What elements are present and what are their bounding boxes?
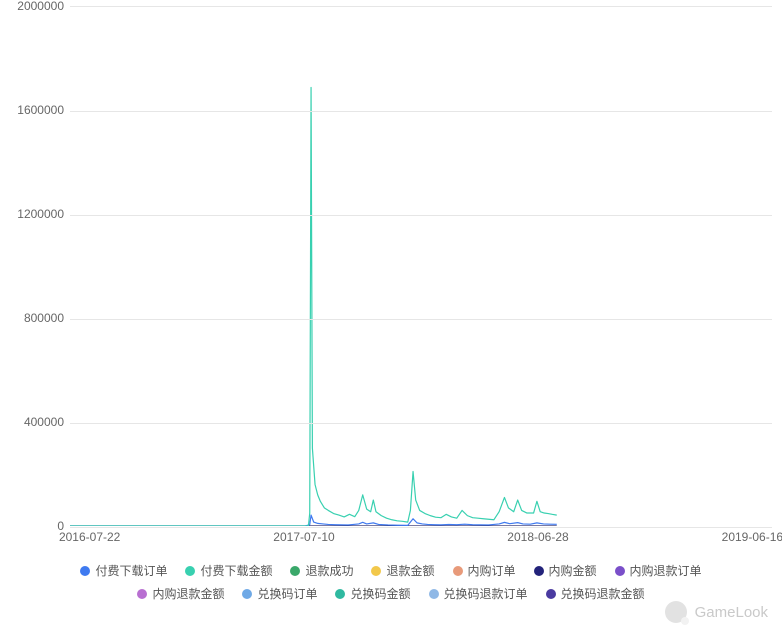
gridline <box>70 527 772 528</box>
legend-marker <box>371 566 381 576</box>
legend-label: 退款成功 <box>305 562 353 579</box>
legend-marker <box>185 566 195 576</box>
legend-marker <box>615 566 625 576</box>
legend-item[interactable]: 兑换码订单 <box>242 585 317 602</box>
legend-item[interactable]: 退款金额 <box>371 562 434 579</box>
legend-label: 兑换码订单 <box>257 585 317 602</box>
y-axis-label: 2000000 <box>4 0 64 13</box>
legend-item[interactable]: 兑换码金额 <box>335 585 410 602</box>
series-line <box>70 87 557 526</box>
legend-label: 内购退款订单 <box>630 562 702 579</box>
legend-item[interactable]: 兑换码退款订单 <box>429 585 528 602</box>
y-axis-label: 0 <box>4 519 64 533</box>
legend-marker <box>137 589 147 599</box>
wechat-icon <box>665 601 687 623</box>
y-axis-label: 1200000 <box>4 207 64 221</box>
legend-marker <box>242 589 252 599</box>
x-axis-label: 2017-07-10 <box>273 530 334 544</box>
legend-item[interactable]: 付费下载金额 <box>185 562 272 579</box>
gridline <box>70 319 772 320</box>
legend-label: 付费下载订单 <box>95 562 167 579</box>
plot-area <box>70 6 772 526</box>
legend-marker <box>546 589 556 599</box>
legend-item[interactable]: 兑换码退款金额 <box>546 585 645 602</box>
legend-label: 付费下载金额 <box>200 562 272 579</box>
legend-marker <box>335 589 345 599</box>
legend-label: 兑换码退款金额 <box>561 585 645 602</box>
legend-label: 兑换码金额 <box>350 585 410 602</box>
legend-label: 内购订单 <box>468 562 516 579</box>
legend-item[interactable]: 内购退款金额 <box>137 585 224 602</box>
legend-label: 内购金额 <box>549 562 597 579</box>
legend-label: 内购退款金额 <box>152 585 224 602</box>
y-axis-label: 400000 <box>4 415 64 429</box>
legend-marker <box>453 566 463 576</box>
legend-label: 兑换码退款订单 <box>444 585 528 602</box>
x-axis-label: 2016-07-22 <box>59 530 120 544</box>
x-axis-label: 2018-06-28 <box>507 530 568 544</box>
watermark: GameLook <box>665 601 768 623</box>
chart-container: 付费下载订单 付费下载金额 退款成功 退款金额 内购订单 内购金额 内购退款订单内购退款金额… <box>0 0 782 631</box>
series-line <box>70 515 557 526</box>
legend-label: 退款金额 <box>386 562 434 579</box>
y-axis-label: 1600000 <box>4 103 64 117</box>
legend-item[interactable]: 内购退款订单 <box>615 562 702 579</box>
x-axis-label: 2019-06-16 <box>722 530 782 544</box>
legend: 付费下载订单 付费下载金额 退款成功 退款金额 内购订单 内购金额 内购退款订单内购退款金额… <box>0 562 782 602</box>
gridline <box>70 215 772 216</box>
legend-marker <box>534 566 544 576</box>
chart-lines <box>70 7 772 526</box>
legend-item[interactable]: 内购订单 <box>453 562 516 579</box>
legend-marker <box>429 589 439 599</box>
legend-item[interactable]: 内购金额 <box>534 562 597 579</box>
legend-item[interactable]: 付费下载订单 <box>80 562 167 579</box>
watermark-text: GameLook <box>695 604 768 621</box>
gridline <box>70 111 772 112</box>
legend-item[interactable]: 退款成功 <box>290 562 353 579</box>
legend-marker <box>290 566 300 576</box>
legend-marker <box>80 566 90 576</box>
y-axis-label: 800000 <box>4 311 64 325</box>
gridline <box>70 423 772 424</box>
